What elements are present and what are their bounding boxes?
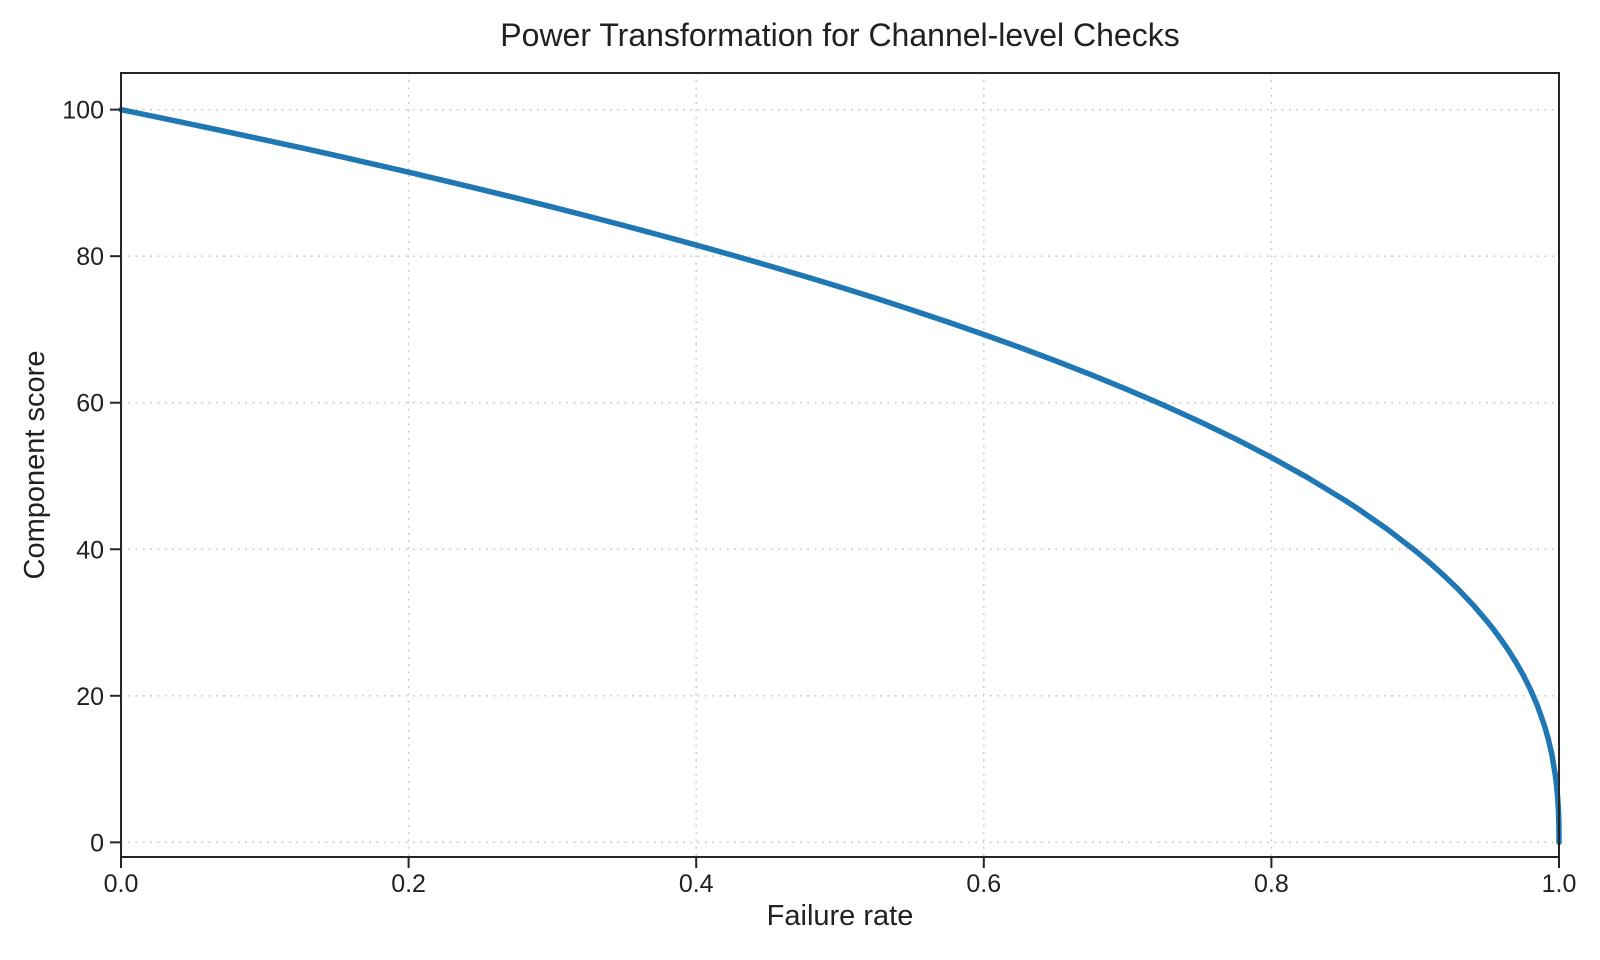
ticklabel-layer: 0.0 0.2 0.4 0.6 0.8 1.0 0 20 40 60 80 100 (62, 97, 1576, 898)
series-layer (118, 106, 1562, 846)
y-tick-label: 100 (62, 97, 104, 125)
x-axis-label: Failure rate (767, 900, 914, 932)
y-axis-label: Component score (19, 351, 51, 580)
plot-spines (120, 72, 1560, 858)
x-tick-label: 0.6 (966, 870, 1001, 898)
y-tick-label: 60 (76, 390, 104, 418)
x-tick-label: 0.8 (1254, 870, 1289, 898)
y-tick-label: 40 (76, 536, 104, 564)
chart-title: Power Transformation for Channel-level C… (500, 17, 1179, 53)
grid-layer (120, 73, 1560, 857)
y-tick-label: 20 (76, 683, 104, 711)
x-tick-label: 0.4 (679, 870, 714, 898)
axes-layer (110, 72, 1560, 868)
y-tick-label: 80 (76, 243, 104, 271)
x-tick-label: 1.0 (1542, 870, 1577, 898)
curve-component-score (118, 106, 1562, 846)
y-tick-label: 0 (90, 829, 104, 857)
x-tick-label: 0.0 (104, 870, 139, 898)
x-tick-label: 0.2 (391, 870, 426, 898)
